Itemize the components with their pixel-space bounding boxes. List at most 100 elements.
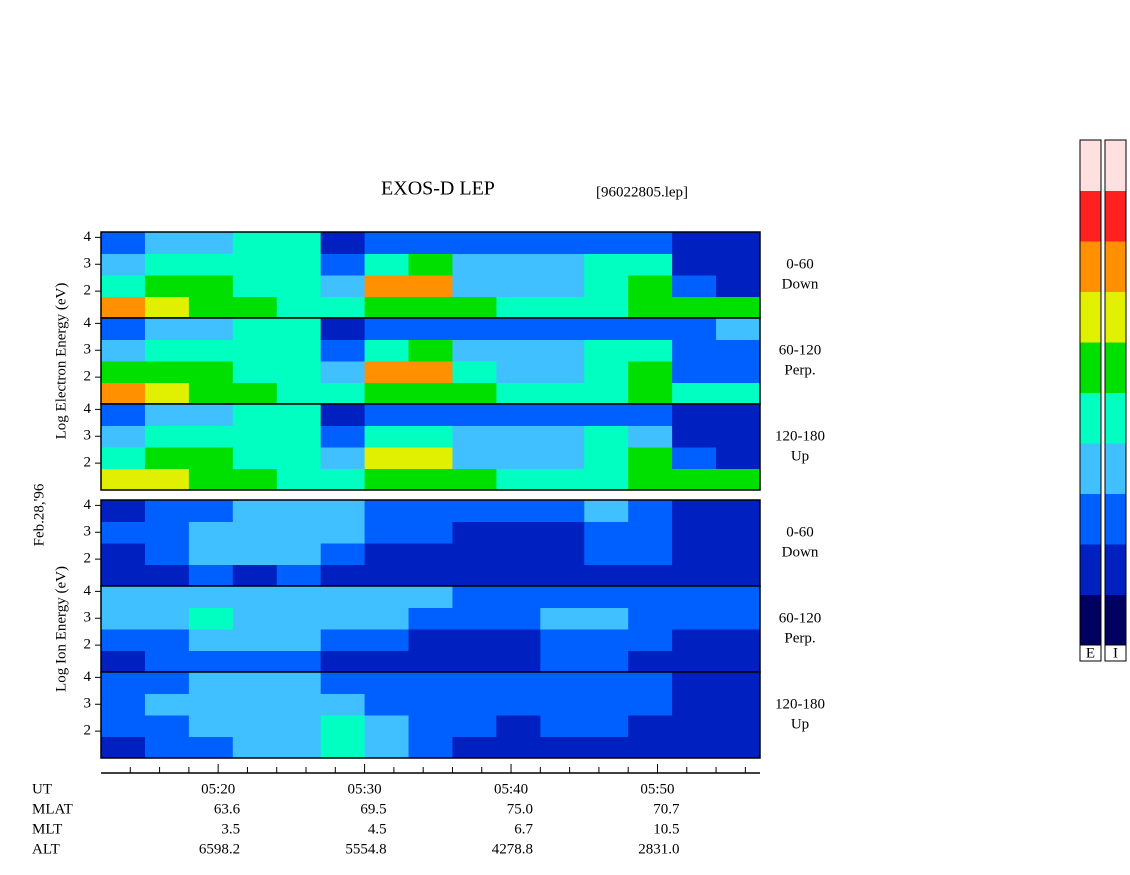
- spectrogram-cell: [364, 361, 410, 383]
- spectrogram-cell: [320, 425, 366, 448]
- spectrogram-cell: [584, 253, 629, 276]
- ephemeris-value: 10.5: [653, 821, 679, 837]
- spectrogram-cell: [101, 500, 146, 522]
- spectrogram-cell: [452, 650, 497, 673]
- spectrogram-cell: [144, 650, 190, 673]
- spectrogram-cell: [364, 447, 410, 469]
- spectrogram-cell: [232, 586, 278, 608]
- spectrogram-cell: [144, 382, 190, 405]
- y-tick-label: 4: [84, 669, 92, 685]
- spectrogram-cell: [232, 564, 278, 587]
- spectrogram-cell: [101, 275, 146, 297]
- colorbar-step: [1105, 140, 1126, 191]
- spectrogram-cell: [672, 607, 717, 630]
- spectrogram-cell: [364, 715, 410, 737]
- spectrogram-cell: [672, 296, 717, 319]
- colorbar-step: [1080, 140, 1101, 191]
- spectrogram-cell: [364, 521, 410, 544]
- spectrogram-cell: [276, 500, 322, 522]
- spectrogram-cell: [188, 500, 234, 522]
- spectrogram-cell: [672, 586, 717, 608]
- spectrogram-cell: [144, 672, 190, 694]
- spectrogram-cell: [540, 586, 585, 608]
- spectrogram-cell: [496, 586, 541, 608]
- ephemeris-value: 3.5: [221, 821, 240, 837]
- spectrogram-cell: [276, 339, 322, 362]
- spectrogram-cell: [320, 586, 366, 608]
- ephemeris-name: MLAT: [32, 801, 73, 817]
- spectrogram-cell: [320, 629, 366, 651]
- spectrogram-cell: [144, 693, 190, 716]
- spectrogram-cell: [584, 500, 629, 522]
- spectrogram-cell: [540, 447, 585, 469]
- spectrogram-cell: [408, 361, 453, 383]
- spectrogram-cell: [188, 629, 234, 651]
- spectrogram-cell: [716, 629, 761, 651]
- spectrogram-cell: [101, 425, 146, 448]
- spectrogram-cell: [408, 650, 453, 673]
- spectrogram-cell: [496, 468, 541, 491]
- spectrogram-cell: [716, 693, 761, 716]
- spectrogram-cell: [540, 672, 585, 694]
- spectrogram-cell: [101, 586, 146, 608]
- ephemeris-value: 2831.0: [638, 841, 679, 857]
- spectrogram-cell: [628, 715, 673, 737]
- spectrogram-cell: [716, 425, 761, 448]
- spectrogram-cell: [716, 404, 761, 426]
- spectrogram-cell: [540, 607, 585, 630]
- spectrogram-cell: [364, 629, 410, 651]
- spectrogram-cell: [408, 296, 453, 319]
- spectrogram-cell: [584, 361, 629, 383]
- spectrogram-cell: [452, 339, 497, 362]
- spectrogram-cell: [716, 275, 761, 297]
- spectrogram-cell: [628, 650, 673, 673]
- spectrogram-cell: [584, 586, 629, 608]
- spectrogram-cell: [408, 339, 453, 362]
- spectrogram-cell: [584, 564, 629, 587]
- spectrogram-cell: [408, 253, 453, 276]
- y-tick-label: 2: [84, 551, 92, 567]
- spectrogram-cell: [496, 693, 541, 716]
- spectrogram-cell: [144, 253, 190, 276]
- spectrogram-cell: [320, 543, 366, 565]
- spectrogram-cell: [452, 296, 497, 319]
- spectrogram-cell: [101, 672, 146, 694]
- spectrogram-cell: [188, 715, 234, 737]
- spectrogram-cell: [276, 296, 322, 319]
- spectrogram-cell: [408, 318, 453, 340]
- spectrogram-cell: [452, 543, 497, 565]
- spectrogram-cell: [452, 382, 497, 405]
- spectrogram-cell: [584, 404, 629, 426]
- spectrogram-cell: [232, 715, 278, 737]
- spectrogram-cell: [101, 607, 146, 630]
- spectrogram-cell: [496, 500, 541, 522]
- spectrogram-cell: [540, 339, 585, 362]
- spectrogram-cell: [144, 543, 190, 565]
- spectrogram-cell: [232, 468, 278, 491]
- spectrogram-cell: [672, 650, 717, 673]
- spectrogram-cell: [364, 468, 410, 491]
- spectrogram-cell: [408, 404, 453, 426]
- spectrogram-cell: [628, 232, 673, 254]
- colorbar-step: [1105, 190, 1126, 242]
- spectrogram-cell: [408, 607, 453, 630]
- spectrogram-cell: [232, 253, 278, 276]
- spectrogram-cell: [672, 232, 717, 254]
- spectrogram-cell: [672, 361, 717, 383]
- spectrogram-cell: [672, 425, 717, 448]
- spectrogram-cell: [364, 339, 410, 362]
- spectrogram-cell: [144, 425, 190, 448]
- spectrogram-cell: [364, 253, 410, 276]
- spectrogram-cell: [452, 521, 497, 544]
- direction-label: Up: [791, 716, 809, 732]
- spectrogram-cell: [496, 736, 541, 759]
- spectrogram-cell: [101, 253, 146, 276]
- spectrogram-cell: [452, 447, 497, 469]
- spectrogram-cell: [232, 500, 278, 522]
- ephemeris-name: MLT: [32, 821, 62, 837]
- spectrogram-cell: [188, 232, 234, 254]
- spectrogram-cell: [628, 447, 673, 469]
- spectrogram-cell: [276, 715, 322, 737]
- spectrogram-cell: [188, 564, 234, 587]
